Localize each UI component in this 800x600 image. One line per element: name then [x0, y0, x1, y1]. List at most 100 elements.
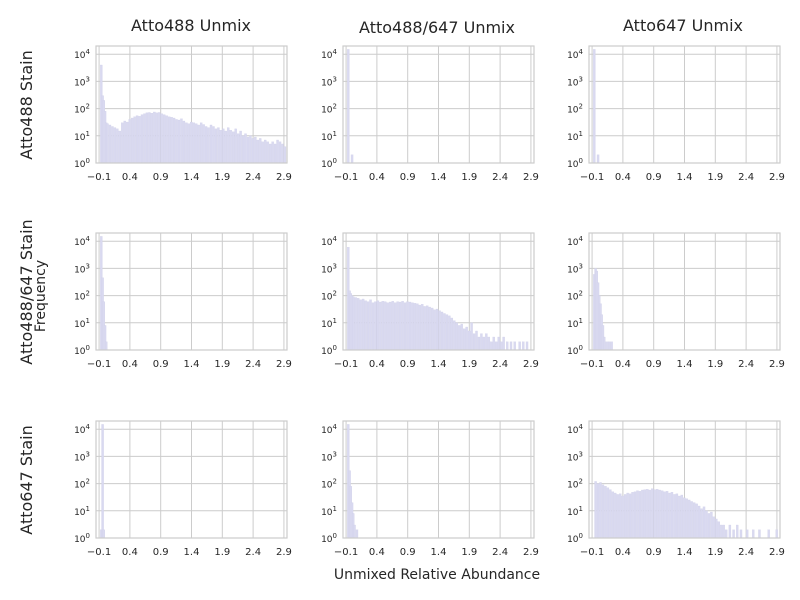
x-axis-label: Unmixed Relative Abundance	[334, 567, 540, 583]
axes-frame	[342, 232, 535, 351]
histogram-bar	[467, 330, 471, 351]
histogram-bar	[605, 341, 608, 351]
histogram-bar	[752, 529, 755, 539]
histogram-bar	[653, 489, 656, 539]
y-tick-label: 104	[567, 235, 583, 248]
histogram-bar	[426, 305, 429, 351]
histogram-bar	[190, 121, 193, 164]
y-tick-label: 103	[321, 450, 337, 463]
y-tick-label: 102	[321, 103, 337, 116]
histogram-bar	[241, 135, 245, 164]
x-tick-label: 1.9	[461, 359, 477, 370]
histogram-bar	[391, 301, 394, 351]
histogram-bar	[123, 120, 126, 164]
column-title-atto647-unmix: Atto647 Unmix	[623, 16, 743, 35]
x-tick-label: 0.4	[615, 547, 631, 558]
axes-frame	[95, 232, 288, 351]
x-tick-label: 2.4	[245, 359, 261, 370]
y-tick-label: 100	[74, 344, 90, 357]
histogram-bar	[423, 306, 426, 351]
axes-frame	[588, 232, 781, 351]
histogram-bar	[660, 490, 664, 539]
histogram-bar	[651, 488, 654, 539]
histogram-bar	[403, 302, 407, 351]
histogram-bar	[209, 124, 213, 164]
histogram-bar	[610, 341, 613, 351]
histogram-bar	[722, 524, 725, 539]
histogram-bar	[118, 130, 122, 164]
y-tick-label: 100	[74, 532, 90, 545]
histogram-bar	[623, 494, 627, 539]
histogram-bar	[641, 489, 644, 539]
histogram-bar	[199, 122, 203, 164]
y-tick-label: 102	[567, 103, 583, 116]
histogram-bar	[475, 330, 478, 351]
histogram-bar	[350, 154, 354, 164]
histogram-bar	[369, 299, 372, 351]
histogram-bar	[197, 124, 200, 164]
histogram-bar	[745, 529, 749, 539]
histogram-bar	[185, 122, 188, 164]
x-tick-label: 2.9	[523, 172, 539, 183]
y-tick-label: 101	[321, 317, 337, 330]
histogram-bar	[648, 489, 651, 539]
histogram-bar	[440, 311, 444, 351]
x-tick-label: 0.4	[369, 172, 385, 183]
histogram-bar	[393, 302, 397, 351]
x-tick-label: 2.9	[276, 359, 292, 370]
x-tick-label: 1.4	[184, 359, 200, 370]
histogram-bar	[416, 303, 419, 351]
axes-frame	[588, 420, 781, 539]
y-tick-label: 102	[321, 478, 337, 491]
y-tick-label: 102	[74, 290, 90, 303]
histogram-bar	[148, 112, 151, 164]
x-tick-label: 0.9	[153, 359, 169, 370]
histogram-bar	[518, 341, 521, 351]
histogram-bar	[594, 481, 597, 539]
histogram-bar	[485, 333, 488, 351]
histogram-bar	[376, 300, 380, 351]
x-tick-label: 1.9	[214, 547, 230, 558]
histogram-bar	[352, 296, 355, 351]
histogram-bar	[121, 122, 124, 164]
histogram-bar	[347, 49, 350, 164]
histogram-bar	[685, 498, 688, 539]
histogram-bar	[113, 127, 117, 164]
x-tick-label: 2.9	[769, 359, 785, 370]
y-tick-label: 103	[321, 262, 337, 275]
histogram-bar	[150, 113, 154, 164]
histogram-bar	[182, 120, 186, 164]
y-tick-label: 104	[74, 48, 90, 61]
histogram-bar	[631, 492, 634, 539]
histogram-bar	[692, 502, 696, 539]
histogram-bar	[705, 510, 708, 539]
x-tick-label: −0.1	[580, 547, 604, 558]
histogram-bar	[509, 341, 513, 351]
histogram-bar	[160, 113, 163, 164]
histogram-bar	[663, 491, 666, 539]
panel-atto647-stain-atto647-unmix: −0.1 0.4 0.9 1.4 1.9 2.4 2.9 100 101 102 103 104	[567, 420, 785, 558]
histogram-bar	[268, 143, 272, 164]
histogram-bar	[195, 123, 198, 164]
histogram-bar	[379, 301, 382, 351]
panel-atto488-647-stain-atto488-647-unmix: −0.1 0.4 0.9 1.4 1.9 2.4 2.9 100 101 102 103 104	[321, 232, 539, 370]
x-tick-label: −0.1	[87, 547, 111, 558]
panel-atto488-stain-atto647-unmix: −0.1 0.4 0.9 1.4 1.9 2.4 2.9 100 101 102 103 104	[567, 45, 785, 183]
y-tick-label: 101	[567, 130, 583, 143]
histogram-bar	[244, 133, 247, 164]
histogram-bar	[371, 302, 375, 351]
y-tick-label: 101	[567, 505, 583, 518]
histogram-bar	[126, 121, 129, 164]
x-tick-label: 1.4	[431, 172, 447, 183]
x-tick-label: 2.9	[523, 547, 539, 558]
axes-frame	[588, 45, 781, 164]
histogram-bar	[643, 489, 647, 539]
histogram-bar	[145, 112, 149, 164]
x-tick-label: 0.4	[369, 547, 385, 558]
histogram-bar	[683, 497, 686, 539]
histogram-bar	[767, 529, 770, 539]
histogram-bar	[487, 336, 491, 351]
histogram-bar	[153, 111, 156, 164]
histogram-bar	[596, 154, 600, 164]
x-tick-label: 1.9	[707, 547, 723, 558]
